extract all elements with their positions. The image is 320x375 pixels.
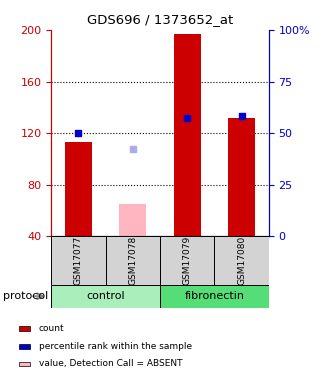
Text: protocol: protocol xyxy=(3,291,48,301)
Text: GSM17079: GSM17079 xyxy=(183,236,192,285)
Bar xyxy=(19,344,30,349)
Bar xyxy=(106,236,160,285)
Bar xyxy=(65,142,92,236)
Bar xyxy=(119,204,147,236)
Text: GDS696 / 1373652_at: GDS696 / 1373652_at xyxy=(87,13,233,26)
Text: control: control xyxy=(86,291,125,301)
Bar xyxy=(19,326,30,331)
Bar xyxy=(174,34,201,236)
Text: GSM17078: GSM17078 xyxy=(128,236,137,285)
Text: percentile rank within the sample: percentile rank within the sample xyxy=(39,342,192,351)
Bar xyxy=(228,118,255,236)
Text: GSM17077: GSM17077 xyxy=(74,236,83,285)
Text: fibronectin: fibronectin xyxy=(184,291,244,301)
Bar xyxy=(214,236,269,285)
Bar xyxy=(51,285,160,308)
Bar xyxy=(160,236,214,285)
Text: count: count xyxy=(39,324,64,333)
Text: value, Detection Call = ABSENT: value, Detection Call = ABSENT xyxy=(39,359,182,368)
Bar xyxy=(19,362,30,366)
Bar xyxy=(51,236,106,285)
Bar xyxy=(160,285,269,308)
Text: GSM17080: GSM17080 xyxy=(237,236,246,285)
